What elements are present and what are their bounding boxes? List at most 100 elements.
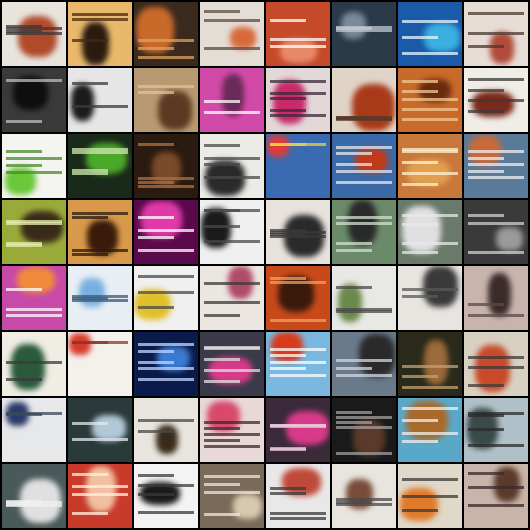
image-stripe (204, 358, 240, 361)
image-stripe (402, 98, 458, 101)
image-stripe (138, 39, 194, 42)
generated-image-tile (464, 68, 528, 132)
image-blob (341, 12, 366, 39)
image-stripe (138, 229, 194, 232)
image-blob (490, 32, 514, 64)
image-stripe (270, 492, 306, 495)
generated-image-tile (398, 2, 462, 66)
image-stripe (204, 240, 260, 243)
image-stripe (468, 214, 504, 217)
image-blob (402, 206, 441, 253)
image-stripe (138, 484, 194, 487)
image-stripe (468, 486, 524, 489)
generated-image-tile (134, 398, 198, 462)
image-blob (338, 284, 362, 322)
image-stripe (270, 517, 326, 520)
image-stripe (204, 439, 240, 442)
image-stripe (204, 176, 260, 179)
generated-image-tile (2, 134, 66, 198)
image-stripe (402, 509, 438, 512)
generated-image-tile (266, 398, 330, 462)
generated-image-tile (68, 266, 132, 330)
image-stripe (336, 170, 392, 173)
image-stripe (138, 474, 174, 477)
image-stripe (336, 222, 392, 225)
image-blob (280, 39, 317, 63)
generated-image-tile (134, 200, 198, 264)
image-stripe (6, 503, 42, 506)
image-stripe (6, 30, 42, 33)
image-stripe (138, 291, 194, 294)
image-stripe (72, 13, 128, 16)
image-stripe (402, 172, 458, 175)
image-stripe (72, 297, 108, 300)
image-stripe (270, 233, 306, 236)
image-stripe (270, 143, 306, 146)
image-stripe (402, 36, 438, 39)
image-stripe (138, 236, 174, 239)
image-stripe (336, 146, 392, 149)
image-stripe (138, 85, 194, 88)
image-stripe (204, 483, 240, 486)
image-stripe (402, 386, 458, 389)
image-stripe (402, 80, 438, 83)
generated-image-tile (398, 200, 462, 264)
image-blob (282, 468, 321, 496)
image-stripe (72, 422, 108, 425)
image-stripe (336, 308, 392, 311)
generated-image-tile (200, 134, 264, 198)
generated-image-tile (464, 2, 528, 66)
image-stripe (138, 350, 174, 353)
generated-image-tile (134, 2, 198, 66)
generated-image-tile (266, 68, 330, 132)
image-stripe (138, 361, 174, 364)
image-stripe (336, 359, 392, 362)
image-blob (11, 344, 45, 390)
image-stripe (270, 97, 306, 100)
image-stripe (336, 501, 372, 504)
image-stripe (138, 143, 174, 146)
generated-image-tile (464, 464, 528, 528)
image-stripe (138, 249, 194, 252)
image-blob (352, 84, 395, 131)
generated-image-tile (2, 2, 66, 66)
image-stripe (138, 419, 194, 422)
image-stripe (72, 172, 108, 175)
image-stripe (204, 346, 260, 349)
generated-image-tile (464, 134, 528, 198)
image-stripe (402, 251, 438, 254)
image-stripe (72, 148, 128, 151)
image-stripe (336, 242, 372, 245)
image-stripe (402, 161, 438, 164)
image-stripe (204, 209, 240, 212)
image-stripe (336, 411, 372, 414)
image-stripe (204, 111, 260, 114)
image-blob (18, 16, 57, 57)
image-stripe (402, 214, 458, 217)
image-blob (134, 289, 171, 320)
image-stripe (402, 432, 458, 435)
generated-image-tile (398, 332, 462, 396)
image-stripe (6, 79, 62, 82)
image-stripe (402, 495, 458, 498)
generated-image-tile (134, 68, 198, 132)
generated-image-tile (2, 398, 66, 462)
image-stripe (138, 181, 174, 184)
image-blob (286, 411, 329, 445)
image-stripe (72, 341, 108, 344)
image-stripe (468, 428, 504, 431)
image-stripe (6, 361, 62, 364)
image-stripe (72, 438, 128, 441)
generated-image-tile (266, 464, 330, 528)
image-stripe (402, 52, 458, 55)
image-stripe (336, 421, 372, 424)
image-stripe (72, 82, 108, 85)
image-stripe (204, 314, 240, 317)
image-stripe (204, 163, 240, 166)
generated-image-tile (332, 398, 396, 462)
image-stripe (270, 348, 326, 351)
image-stripe (204, 445, 260, 448)
image-blob (424, 340, 448, 385)
generated-image-tile (134, 332, 198, 396)
